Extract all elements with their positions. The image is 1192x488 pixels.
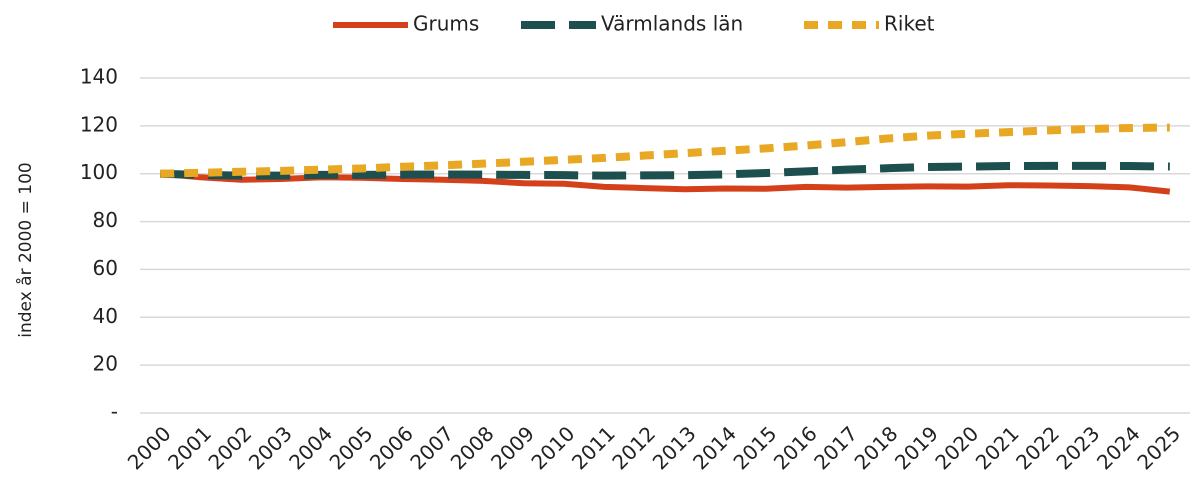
x-tick-label: 2011 bbox=[567, 421, 620, 474]
x-tick-label: 2021 bbox=[971, 421, 1024, 474]
series-line bbox=[160, 161, 1170, 180]
x-tick-label: 2024 bbox=[1092, 421, 1145, 474]
legend-label: Riket bbox=[884, 12, 935, 36]
y-tick-label: 20 bbox=[93, 352, 118, 376]
x-tick-label: 2001 bbox=[163, 421, 216, 474]
y-tick-label: - bbox=[111, 400, 118, 424]
x-tick-label: 2019 bbox=[890, 421, 943, 474]
y-tick-label: 40 bbox=[93, 304, 118, 328]
x-tick-label: 2023 bbox=[1051, 421, 1104, 474]
x-tick-label: 2018 bbox=[850, 421, 903, 474]
x-tick-label: 2010 bbox=[526, 421, 579, 474]
legend-label: Grums bbox=[413, 12, 479, 36]
x-tick-label: 2016 bbox=[769, 421, 822, 474]
legend-label: Värmlands län bbox=[601, 12, 743, 36]
x-tick-label: 2025 bbox=[1132, 421, 1185, 474]
x-tick-label: 2000 bbox=[123, 421, 176, 474]
y-tick-label: 140 bbox=[80, 65, 118, 89]
x-tick-label: 2004 bbox=[284, 421, 337, 474]
x-tick-label: 2002 bbox=[203, 421, 256, 474]
x-tick-label: 2012 bbox=[607, 421, 660, 474]
x-tick-label: 2006 bbox=[365, 421, 418, 474]
y-tick-label: 120 bbox=[80, 112, 118, 136]
x-tick-label: 2007 bbox=[405, 421, 458, 474]
x-tick-label: 2022 bbox=[1011, 421, 1064, 474]
x-tick-label: 2003 bbox=[244, 421, 297, 474]
x-tick-label: 2014 bbox=[688, 421, 741, 474]
x-tick-label: 2020 bbox=[930, 421, 983, 474]
series-line bbox=[160, 123, 1170, 178]
y-tick-label: 100 bbox=[80, 160, 118, 184]
y-tick-label: 80 bbox=[93, 208, 118, 232]
x-tick-label: 2013 bbox=[648, 421, 701, 474]
x-tick-label: 2008 bbox=[446, 421, 499, 474]
x-tick-label: 2009 bbox=[486, 421, 539, 474]
x-tick-label: 2017 bbox=[809, 421, 862, 474]
y-axis-label: index år 2000 = 100 bbox=[15, 162, 36, 338]
y-tick-label: 60 bbox=[93, 256, 118, 280]
x-tick-label: 2005 bbox=[325, 421, 378, 474]
x-tick-label: 2015 bbox=[728, 421, 781, 474]
